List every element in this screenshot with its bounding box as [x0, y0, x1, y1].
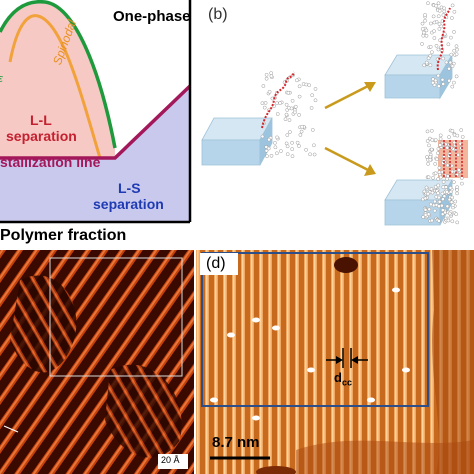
- ll-label-line2: separation: [6, 128, 77, 144]
- polymer-chain-crystal: [443, 140, 463, 178]
- ll-label-line1: L-L: [30, 112, 52, 128]
- dcc-main: d: [334, 370, 342, 385]
- stm-image-d: [196, 250, 474, 474]
- panel-d-stm-image: (d) dcc 8.7 nm: [196, 250, 474, 474]
- panel-c-stm-image: 20 Å: [0, 250, 194, 474]
- dcc-label: dcc: [334, 370, 352, 388]
- panel-b-label: (b): [208, 6, 228, 23]
- panel-d-label: (d): [206, 255, 226, 272]
- zoom-frame: [201, 252, 429, 407]
- panel-c-scale-label: 20 Å: [161, 455, 180, 465]
- polymer-chain-top: [436, 7, 451, 71]
- crystallization-line: [0, 84, 192, 160]
- panel-d-scale-label: 8.7 nm: [212, 434, 260, 451]
- ls-region: [0, 86, 190, 222]
- binodal-curve: [0, 0, 117, 149]
- panel-a-phase-diagram: ε One-phase Spinodal L-L separation stal…: [0, 0, 200, 225]
- crystallization-label: stallization line: [0, 154, 101, 170]
- spinodal-curve: [8, 14, 102, 159]
- one-phase-label: One-phase: [113, 8, 191, 25]
- x-axis-label-area: Polymer fraction: [0, 226, 200, 248]
- solvent-dots: [260, 1, 465, 225]
- schematic-svg: [201, 1, 468, 226]
- panel-b-schematic: (b): [200, 0, 474, 240]
- polymer-chain: [261, 71, 295, 129]
- ls-label-line1: L-S: [118, 180, 141, 196]
- zoom-box: [49, 257, 183, 377]
- phase-diagram-svg: ε: [0, 0, 200, 225]
- svg-text:ε: ε: [0, 73, 3, 85]
- ll-region: [0, 1, 115, 158]
- dcc-sub: cc: [341, 377, 352, 388]
- stm-image-c: [0, 250, 194, 474]
- x-axis-label: Polymer fraction: [0, 227, 127, 244]
- ls-label-line2: separation: [93, 196, 164, 212]
